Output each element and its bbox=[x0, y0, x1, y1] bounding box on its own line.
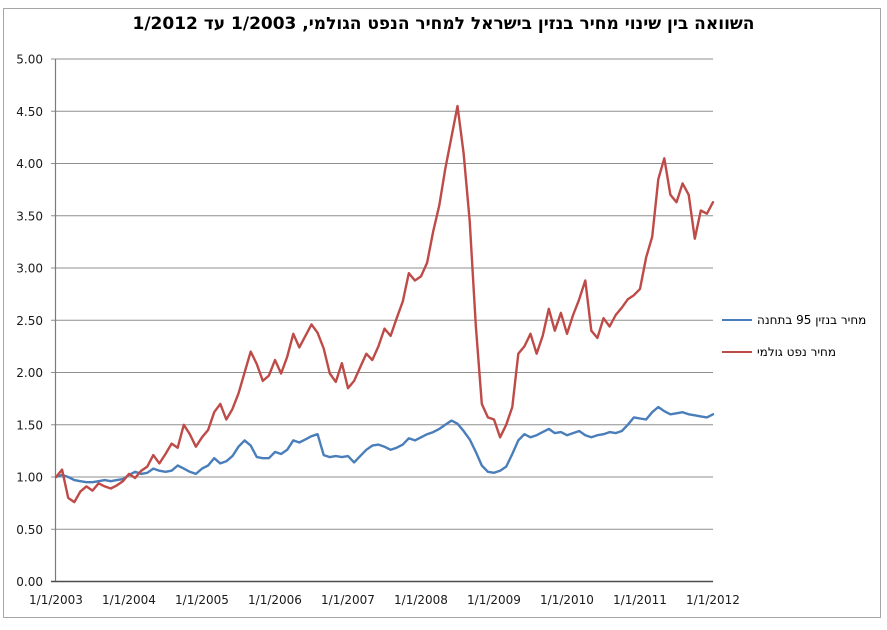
legend-line-oil-icon bbox=[722, 351, 752, 353]
x-tick-label: 1/1/2006 bbox=[248, 593, 302, 607]
y-tick-label: 5.00 bbox=[16, 53, 43, 67]
legend-entry-benzin: מחיר בנזין 95 בתחנה bbox=[722, 306, 882, 334]
legend-entry-oil: מחיר נפט גולמי bbox=[722, 338, 882, 366]
x-tick-label: 1/1/2012 bbox=[686, 593, 740, 607]
x-tick-label: 1/1/2011 bbox=[613, 593, 667, 607]
x-tick-label: 1/1/2003 bbox=[29, 593, 83, 607]
x-tick-label: 1/1/2008 bbox=[394, 593, 448, 607]
y-tick-label: 4.00 bbox=[16, 157, 43, 171]
series-line-benzin bbox=[54, 405, 715, 484]
legend-label-benzin: מחיר בנזין 95 בתחנה bbox=[757, 313, 867, 327]
y-tick-label: 2.50 bbox=[16, 314, 43, 328]
y-tick-label: 4.50 bbox=[16, 105, 43, 119]
y-tick-label: 3.00 bbox=[16, 262, 43, 276]
series-line-oil bbox=[54, 104, 715, 504]
x-tick-label: 1/1/2004 bbox=[102, 593, 156, 607]
y-tick-label: 0.00 bbox=[16, 575, 43, 589]
legend-line-benzin-icon bbox=[722, 319, 752, 321]
y-tick-label: 1.50 bbox=[16, 418, 43, 432]
y-tick-label: 3.50 bbox=[16, 209, 43, 223]
x-tick-label: 1/1/2009 bbox=[467, 593, 521, 607]
chart-frame bbox=[3, 8, 881, 618]
x-tick-label: 1/1/2007 bbox=[321, 593, 375, 607]
legend-label-oil: מחיר נפט גולמי bbox=[757, 345, 837, 359]
x-tick-label: 1/1/2010 bbox=[540, 593, 594, 607]
y-tick-label: 1.00 bbox=[16, 471, 43, 485]
y-tick-label: 2.00 bbox=[16, 366, 43, 380]
chart-title: השוואה בין שינוי מחיר בנזין בישראל למחיר… bbox=[132, 14, 755, 34]
chart-legend: מחיר בנזין 95 בתחנה מחיר נפט גולמי bbox=[722, 306, 882, 366]
x-tick-label: 1/1/2005 bbox=[175, 593, 229, 607]
y-tick-label: 0.50 bbox=[16, 523, 43, 537]
